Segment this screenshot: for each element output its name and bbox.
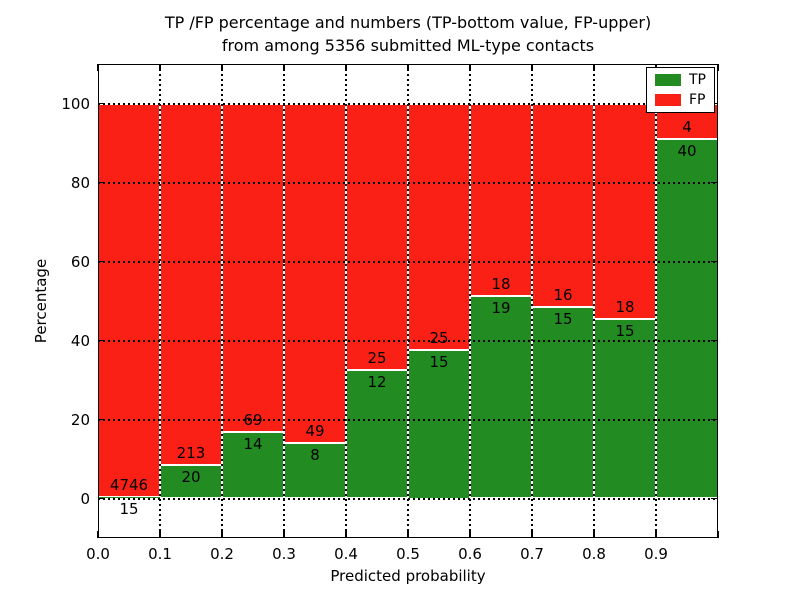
x-tick-mark [717, 64, 719, 71]
fp-bar-segment [594, 103, 656, 319]
legend-entry-tp: TP [655, 73, 706, 87]
y-tick-label: 0 [80, 489, 90, 508]
y-tick-label: 100 [61, 94, 90, 113]
chart-title-line1: TP /FP percentage and numbers (TP-bottom… [164, 13, 652, 32]
x-tick-mark [221, 64, 223, 71]
fp-bar-segment [98, 103, 160, 498]
x-tick-label: 0.3 [272, 545, 296, 563]
y-tick-mark [98, 339, 105, 342]
tp-bar-segment [408, 350, 470, 499]
fp-bar-segment [408, 103, 470, 351]
fp-legend-swatch [655, 94, 681, 106]
x-tick-mark [593, 531, 595, 538]
x-tick-mark [655, 531, 657, 538]
x-tick-label: 0.1 [148, 545, 172, 563]
x-tick-mark [345, 64, 347, 71]
tp-bar-segment [160, 464, 222, 499]
fp-bar-segment [284, 103, 346, 444]
x-tick-mark [469, 531, 471, 538]
y-tick-label: 40 [70, 331, 90, 350]
tp-bar-segment [656, 139, 718, 499]
x-tick-mark [531, 64, 533, 71]
x-tick-mark [407, 531, 409, 538]
x-axis-label: Predicted probability [330, 567, 486, 585]
x-tick-mark [159, 531, 161, 538]
fp-bar-segment [222, 103, 284, 432]
y-tick-mark [98, 181, 105, 184]
fp-bar-segment [346, 103, 408, 371]
x-tick-label: 0.6 [458, 545, 482, 563]
y-tick-label: 60 [70, 252, 90, 271]
x-tick-mark [593, 64, 595, 71]
x-tick-mark [283, 531, 285, 538]
tp-bar-segment [346, 370, 408, 499]
y-tick-mark [98, 102, 105, 105]
x-tick-label: 0.8 [582, 545, 606, 563]
tp-bar-segment [470, 295, 532, 499]
y-tick-mark [711, 260, 718, 263]
x-tick-label: 0.9 [644, 545, 668, 563]
x-tick-mark [531, 531, 533, 538]
x-tick-label: 0.0 [86, 545, 110, 563]
chart-title: TP /FP percentage and numbers (TP-bottom… [98, 11, 718, 57]
tp-legend-label: TP [689, 72, 706, 88]
x-tick-mark [345, 531, 347, 538]
fp-legend-label: FP [689, 92, 706, 108]
fp-bar-segment [470, 103, 532, 296]
legend-entry-fp: FP [655, 93, 706, 107]
tp-bar-segment [222, 431, 284, 499]
legend: TP FP [646, 67, 715, 113]
y-tick-label: 80 [70, 173, 90, 192]
fp-bar-segment [532, 103, 594, 308]
x-tick-mark [717, 531, 719, 538]
tp-bar-segment [98, 497, 160, 499]
tp-legend-swatch [655, 74, 681, 86]
plot-area: 4746 15 213 20 69 14 49 8 25 12 25 15 18 19 16 15 18 15 4 4… [97, 64, 719, 538]
tp-count-label: 15 [119, 500, 139, 519]
y-tick-mark [711, 181, 718, 184]
y-tick-label: 20 [70, 410, 90, 429]
x-tick-mark [97, 531, 99, 538]
x-tick-mark [221, 531, 223, 538]
x-tick-label: 0.2 [210, 545, 234, 563]
y-tick-mark [98, 497, 105, 500]
x-tick-label: 0.4 [334, 545, 358, 563]
y-tick-mark [98, 418, 105, 421]
fp-bar-segment [160, 103, 222, 465]
tp-bar-segment [532, 307, 594, 499]
chart-title-line2: from among 5356 submitted ML-type contac… [221, 36, 595, 55]
y-tick-mark [711, 497, 718, 500]
x-tick-label: 0.5 [396, 545, 420, 563]
y-tick-mark [711, 339, 718, 342]
x-tick-mark [283, 64, 285, 71]
x-tick-label: 0.7 [520, 545, 544, 563]
y-tick-mark [98, 260, 105, 263]
tp-bar-segment [284, 443, 346, 499]
tp-bar-segment [594, 318, 656, 499]
x-tick-mark [97, 64, 99, 71]
x-tick-mark [159, 64, 161, 71]
x-tick-mark [469, 64, 471, 71]
y-tick-mark [711, 418, 718, 421]
x-tick-mark [407, 64, 409, 71]
